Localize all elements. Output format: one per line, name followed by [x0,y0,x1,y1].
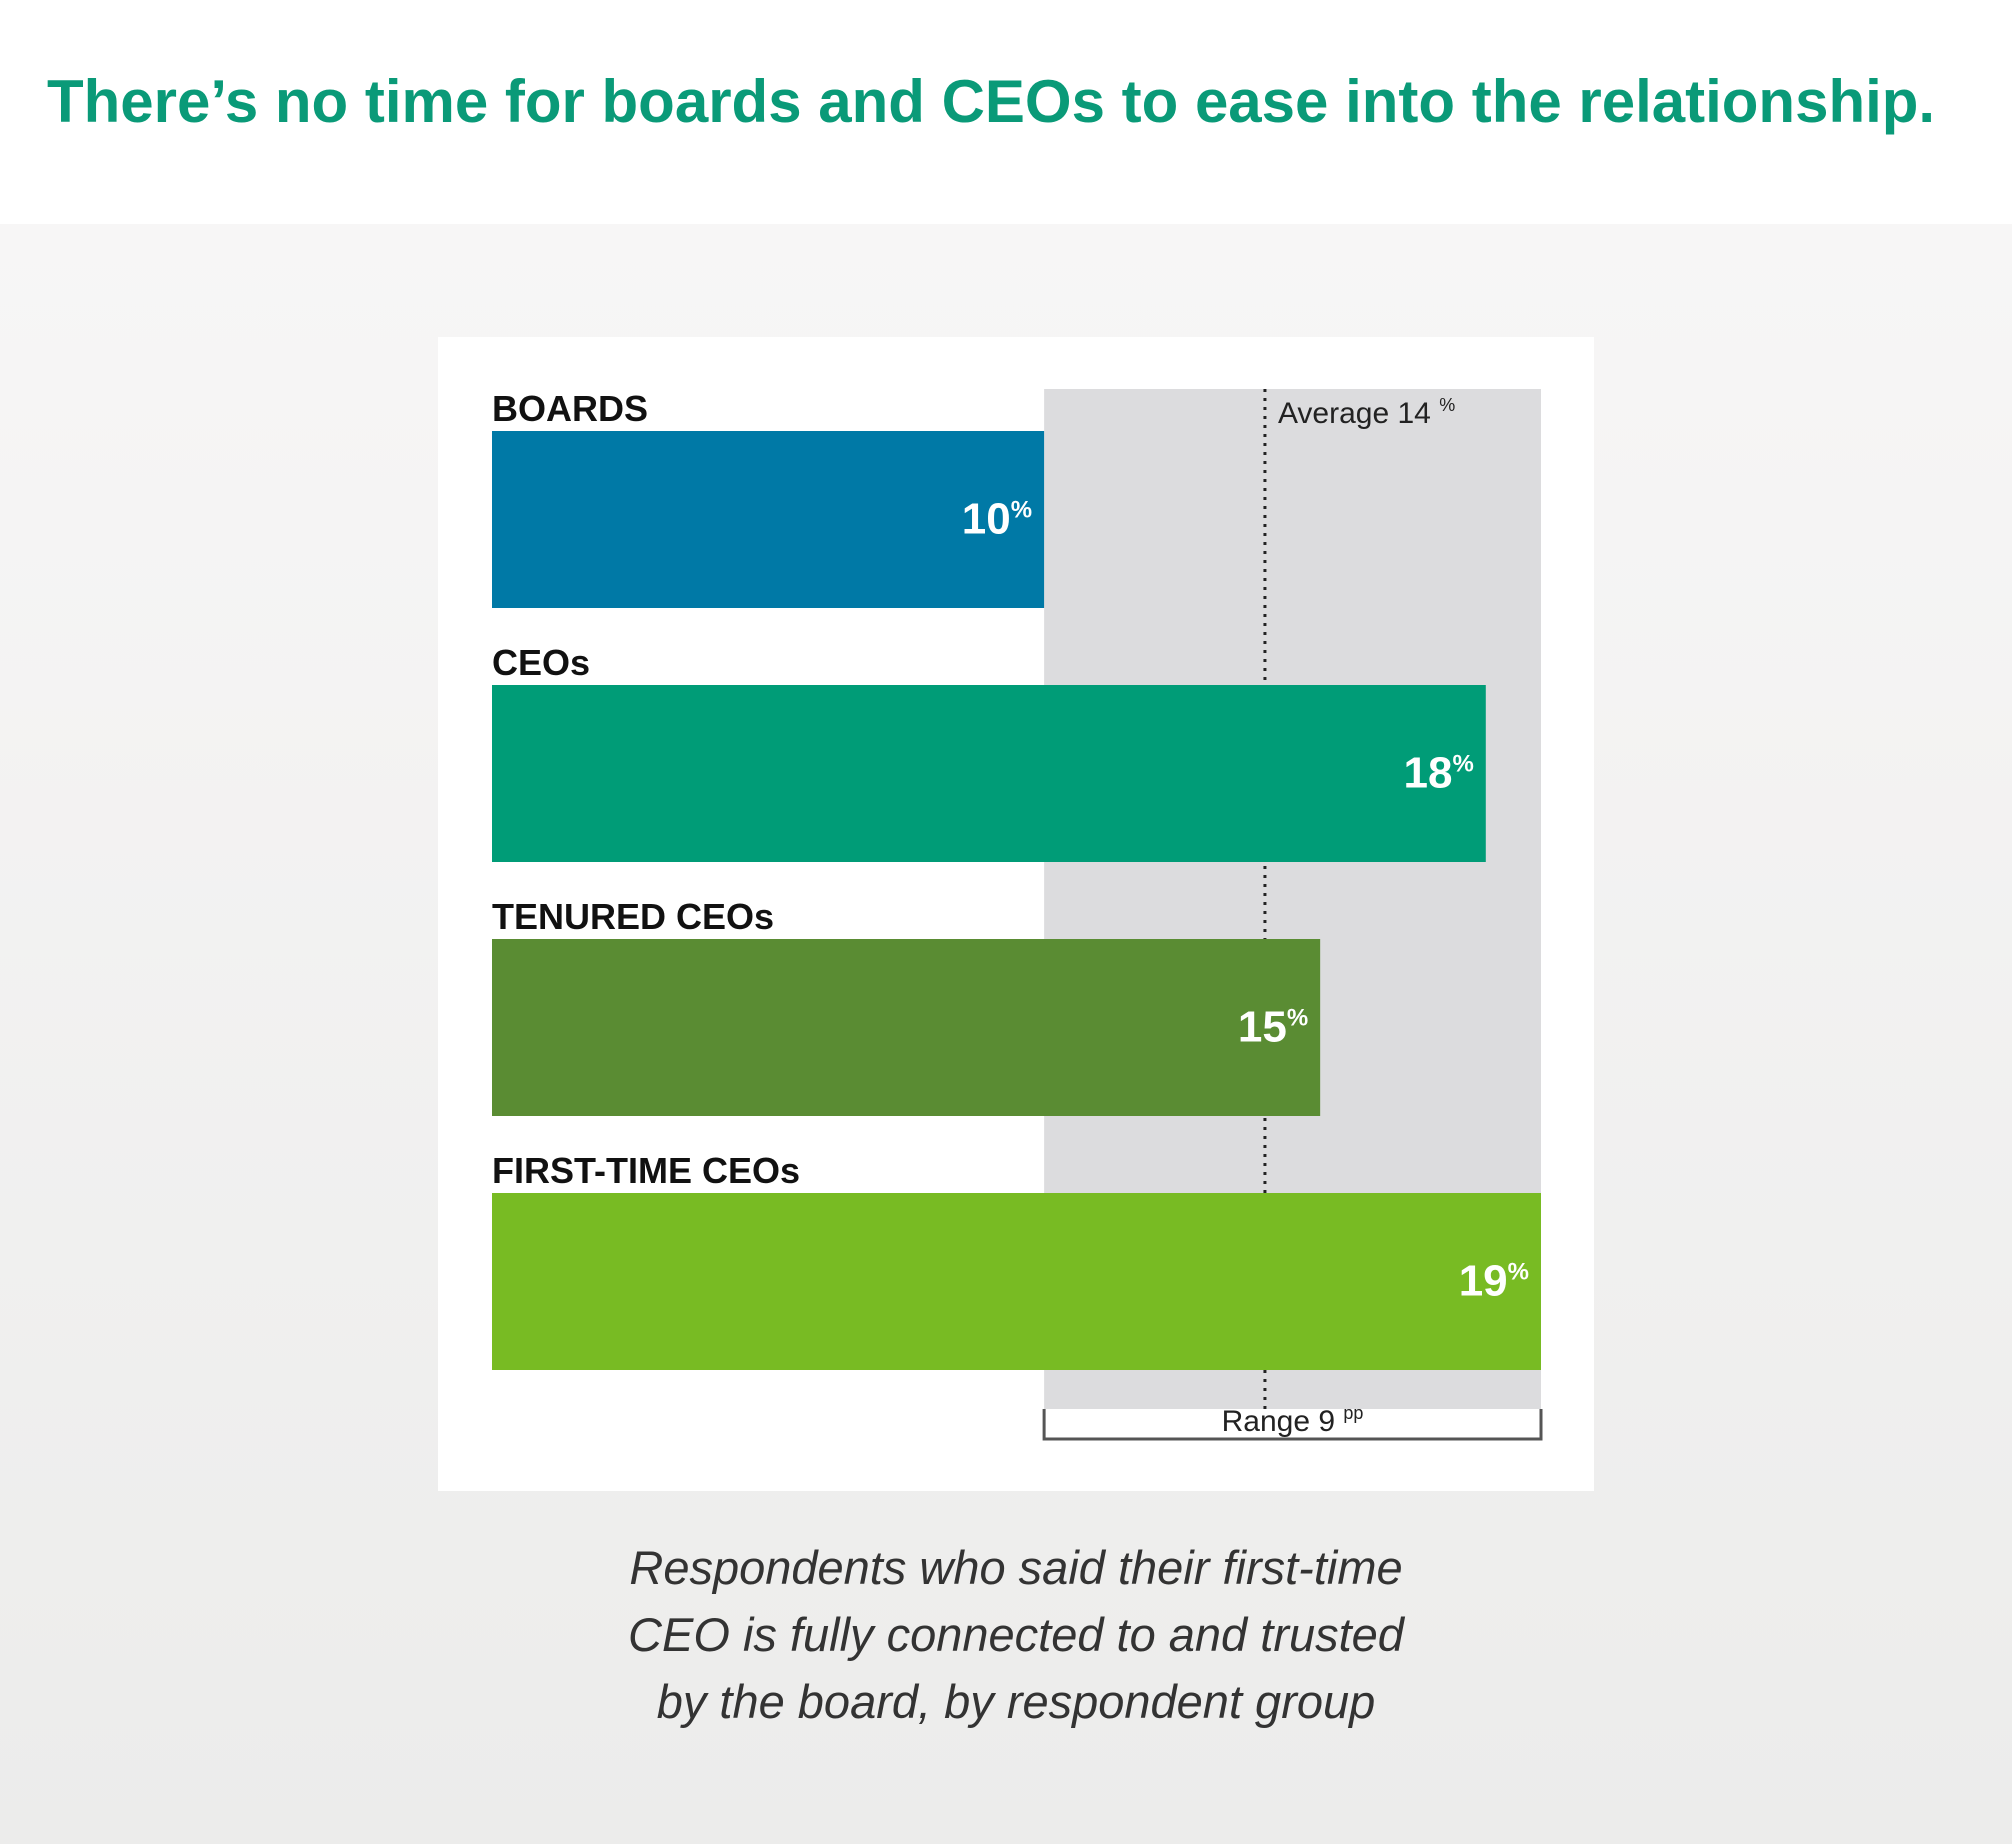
caption-line-1: Respondents who said their first-time [629,1541,1403,1594]
bar-value-unit: % [1452,751,1473,778]
bar-category-label: BOARDS [492,388,648,429]
range-label-text: Range 9 [1222,1405,1335,1438]
bars-group: BOARDS 10% CEOs 18% TENURED CEOs 15% FIRST-TIM… [492,388,1541,1370]
bar-category-label: CEOs [492,642,590,683]
range-bracket [1042,1409,1543,1441]
page-title: There’s no time for boards and CEOs to e… [47,68,1936,135]
caption-line-3: by the board, by respondent group [656,1675,1376,1728]
bar-chart: Average 14 % BOARDS 10% CEOs 18% TENURED CEO… [492,388,1543,1441]
chart-card: Average 14 % BOARDS 10% CEOs 18% TENURED CEO… [438,337,1594,1491]
bar-value-number: 19 [1459,1257,1508,1306]
bar-value-label: 15% [1238,1003,1308,1052]
bar-value-unit: % [1287,1005,1308,1032]
average-label-text: Average 14 [1278,397,1431,430]
bar-value-number: 10 [962,495,1011,544]
bar-value-number: 18 [1403,749,1452,798]
bar [492,685,1486,862]
bar-value-unit: % [1508,1259,1529,1286]
average-label-unit: % [1439,395,1455,415]
range-label-unit: pp [1343,1403,1363,1423]
bar-value-label: 19% [1459,1257,1529,1306]
bar [492,939,1321,1116]
caption-line-2: CEO is fully connected to and trusted [628,1608,1404,1661]
average-label: Average 14 % [1278,395,1455,430]
bar [492,1193,1541,1370]
bar-value-label: 18% [1403,749,1473,798]
chart-caption: Respondents who said their first-time CE… [476,1534,1556,1735]
bar-category-label: TENURED CEOs [492,896,774,937]
range-label: Range 9 pp [1222,1403,1364,1438]
bar-value-number: 15 [1238,1003,1287,1052]
bar [492,431,1045,608]
bar-value-unit: % [1011,497,1032,524]
bar-category-label: FIRST-TIME CEOs [492,1150,800,1191]
bar-value-label: 10% [962,495,1032,544]
